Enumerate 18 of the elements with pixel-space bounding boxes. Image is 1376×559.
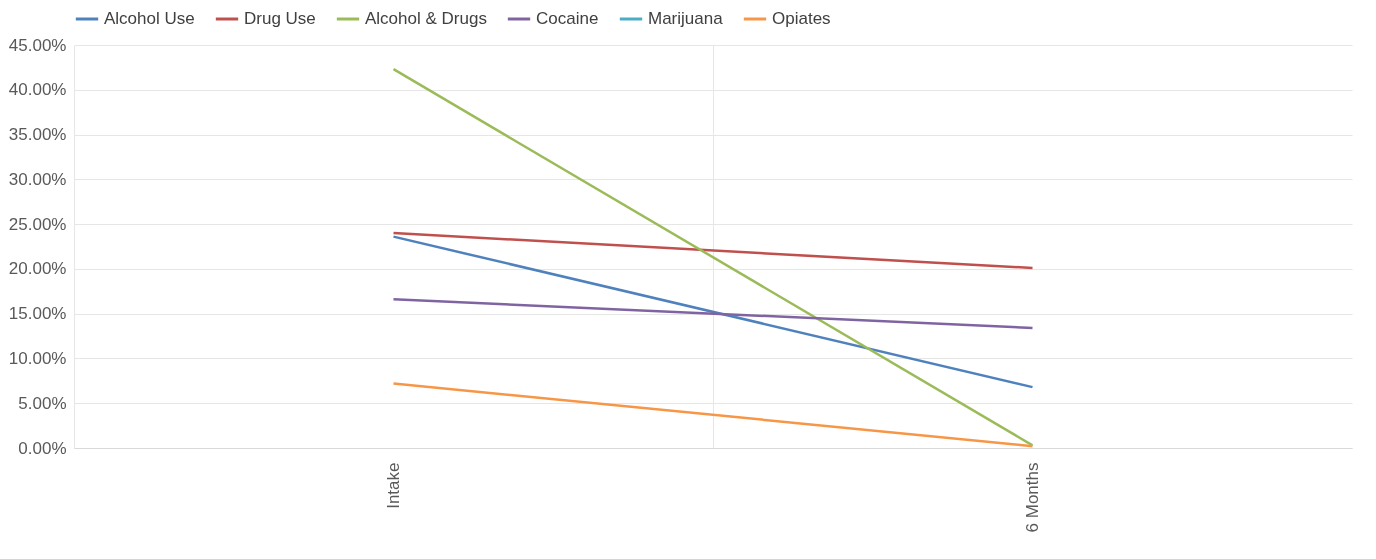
legend-label: Cocaine — [536, 9, 599, 28]
y-tick-label: 5.00% — [18, 393, 67, 413]
x-tick-label: Intake — [383, 462, 403, 509]
y-tick-label: 20.00% — [8, 259, 67, 279]
y-tick-label: 30.00% — [8, 169, 67, 189]
y-tick-label: 15.00% — [8, 304, 67, 324]
legend-label: Drug Use — [244, 9, 316, 28]
y-tick-label: 0.00% — [18, 438, 67, 458]
y-tick-label: 35.00% — [8, 125, 67, 145]
legend-label: Marijuana — [648, 9, 724, 28]
y-tick-label: 25.00% — [8, 214, 67, 234]
y-tick-label: 40.00% — [8, 80, 67, 100]
legend-label: Alcohol & Drugs — [365, 9, 487, 28]
legend-label: Opiates — [772, 9, 831, 28]
x-tick-label: 6 Months — [1022, 462, 1042, 533]
y-tick-label: 10.00% — [8, 348, 67, 368]
legend-label: Alcohol Use — [104, 9, 195, 28]
y-tick-label: 45.00% — [8, 35, 67, 55]
